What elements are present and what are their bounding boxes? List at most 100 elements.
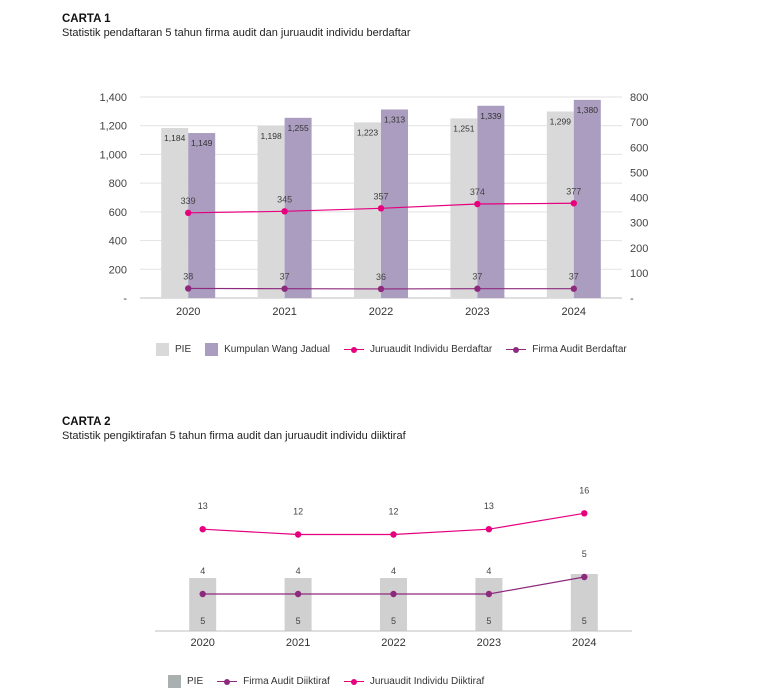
point-firma-berdaftar: [474, 285, 481, 292]
legend-swatch-pie: [156, 343, 169, 356]
bar-label-pie: 1,198: [260, 131, 282, 141]
point-juruaudit-diiktiraf: [581, 510, 588, 517]
chart1-heading: CARTA 1 Statistik pendaftaran 5 tahun fi…: [62, 13, 411, 39]
point-juruaudit-berdaftar: [185, 209, 192, 217]
point-label-firma-berdaftar: 37: [472, 272, 482, 282]
x-tick-label: 2022: [369, 306, 393, 318]
bar-pie: [475, 578, 503, 631]
legend2-label-firma-diiktiraf: Firma Audit Diiktiraf: [243, 676, 330, 687]
point-juruaudit-berdaftar: [474, 200, 481, 208]
y-tick-label: 800: [109, 178, 127, 190]
legend2-swatch-firma-diiktiraf: [217, 677, 238, 687]
legend-label-pie: PIE: [175, 344, 192, 355]
point-juruaudit-berdaftar: [281, 208, 288, 215]
point-label-juruaudit-diiktiraf: 12: [293, 507, 303, 517]
point-juruaudit-diiktiraf: [390, 531, 397, 538]
point-label-firma-diiktiraf: 4: [391, 566, 396, 576]
point-firma-berdaftar: [570, 285, 577, 292]
point-label-firma-berdaftar: 37: [280, 272, 290, 282]
legend-label-juruaudit-berdaftar: Juruaudit Individu Berdaftar: [369, 344, 493, 355]
y-tick-label: 1,000: [99, 149, 127, 161]
point-firma-berdaftar: [281, 285, 288, 292]
y2-tick-label: 500: [630, 167, 648, 179]
x-tick-label: 2022: [381, 637, 405, 649]
bar-kumpulan-wang-jadual: [188, 133, 216, 298]
chart2-heading: CARTA 2 Statistik pengiktirafan 5 tahun …: [62, 416, 406, 442]
point-label-juruaudit-diiktiraf: 12: [388, 507, 398, 517]
point-firma-diiktiraf: [390, 590, 397, 598]
x-tick-label: 2021: [286, 637, 310, 649]
legend-swatch-juruaudit-berdaftar: [343, 345, 364, 355]
point-label-firma-diiktiraf: 5: [582, 549, 587, 559]
y2-tick-label: 700: [630, 117, 648, 129]
bar-label-kumpulan-wang-jadual: 1,313: [384, 114, 406, 124]
bar-label-kumpulan-wang-jadual: 1,380: [577, 105, 599, 115]
bar-label-pie: 5: [391, 616, 396, 626]
chart1-title: CARTA 1: [62, 13, 111, 25]
y2-tick-label: 600: [630, 142, 648, 154]
chart1-subtitle: Statistik pendaftaran 5 tahun firma audi…: [62, 27, 411, 39]
legend2-item-firma-diiktiraf: Firma Audit Diiktiraf: [217, 676, 330, 687]
point-juruaudit-diiktiraf: [294, 531, 302, 538]
point-label-juruaudit-diiktiraf: 16: [579, 485, 589, 495]
y2-tick-label: 300: [630, 218, 648, 230]
legend2-item-juruaudit-diiktiraf: Juruaudit Individu Diiktiraf: [343, 676, 484, 687]
y-tick-label: 1,400: [99, 92, 127, 104]
legend2-item-pie: PIE: [168, 675, 203, 688]
y2-tick-label: 200: [630, 243, 648, 255]
bar-label-kumpulan-wang-jadual: 1,339: [480, 111, 502, 121]
legend-label-kumpulan-wang-jadual: Kumpulan Wang Jadual: [224, 344, 330, 355]
y2-tick-label: 400: [630, 193, 648, 205]
y2-tick-label: 100: [630, 268, 648, 280]
legend2-swatch-pie: [168, 675, 181, 688]
point-label-firma-berdaftar: 37: [569, 272, 579, 282]
x-tick-label: 2020: [176, 306, 200, 318]
bar-pie: [546, 111, 574, 298]
point-juruaudit-berdaftar: [377, 205, 385, 212]
bar-pie: [354, 122, 381, 298]
bar-pie: [189, 578, 217, 631]
point-label-firma-diiktiraf: 4: [296, 566, 301, 576]
legend-swatch-firma-berdaftar: [506, 345, 527, 355]
chart2-title: CARTA 2: [62, 416, 111, 428]
bar-pie: [450, 118, 478, 298]
chart2-plot: 5 2020 5 2021 5 2022 5 2023 5 2024 4 4 4 4 5 13 12 12 13 16: [155, 485, 632, 649]
point-label-firma-diiktiraf: 4: [486, 566, 491, 576]
bar-pie: [284, 578, 312, 631]
legend-swatch-kumpulan-wang-jadual: [205, 343, 219, 356]
chart2-subtitle: Statistik pengiktirafan 5 tahun firma au…: [62, 430, 406, 442]
bar-label-pie: 5: [582, 616, 587, 626]
x-tick-label: 2020: [190, 637, 214, 649]
legend-item-kumpulan-wang-jadual: Kumpulan Wang Jadual: [205, 343, 330, 356]
legend-item-juruaudit-berdaftar: Juruaudit Individu Berdaftar: [343, 344, 493, 355]
legend2-label-pie: PIE: [187, 676, 204, 687]
chart2-legend: PIE Firma Audit Diiktiraf Juruaudit Indi…: [168, 675, 498, 688]
point-label-juruaudit-berdaftar: 339: [181, 196, 196, 206]
bar-pie: [380, 578, 407, 631]
x-tick-label: 2023: [465, 306, 489, 318]
bar-pie: [570, 574, 598, 631]
point-label-juruaudit-berdaftar: 377: [566, 186, 581, 196]
bar-kumpulan-wang-jadual: [381, 109, 408, 298]
y2-tick-label: 800: [630, 92, 648, 104]
legend-label-firma-berdaftar: Firma Audit Berdaftar: [532, 344, 627, 355]
x-tick-label: 2024: [572, 637, 596, 649]
point-firma-diiktiraf: [485, 590, 493, 598]
bar-kumpulan-wang-jadual: [477, 105, 505, 298]
y-tick-label: 200: [109, 264, 127, 276]
x-tick-label: 2021: [272, 306, 296, 318]
y2-tick-label: -: [630, 293, 634, 305]
point-label-juruaudit-diiktiraf: 13: [484, 501, 494, 511]
legend-item-pie: PIE: [156, 343, 191, 356]
point-label-firma-berdaftar: 36: [376, 272, 386, 282]
bar-label-pie: 5: [486, 616, 491, 626]
bar-kumpulan-wang-jadual: [573, 99, 601, 298]
y-tick-label: 600: [109, 207, 127, 219]
bar-label-pie: 1,223: [357, 127, 379, 137]
point-label-firma-berdaftar: 38: [183, 271, 193, 281]
y-tick-label: 1,200: [99, 121, 127, 133]
point-firma-diiktiraf: [294, 590, 302, 598]
y-tick-label: 400: [109, 236, 127, 248]
x-tick-label: 2023: [477, 637, 501, 649]
point-firma-berdaftar: [185, 285, 192, 292]
